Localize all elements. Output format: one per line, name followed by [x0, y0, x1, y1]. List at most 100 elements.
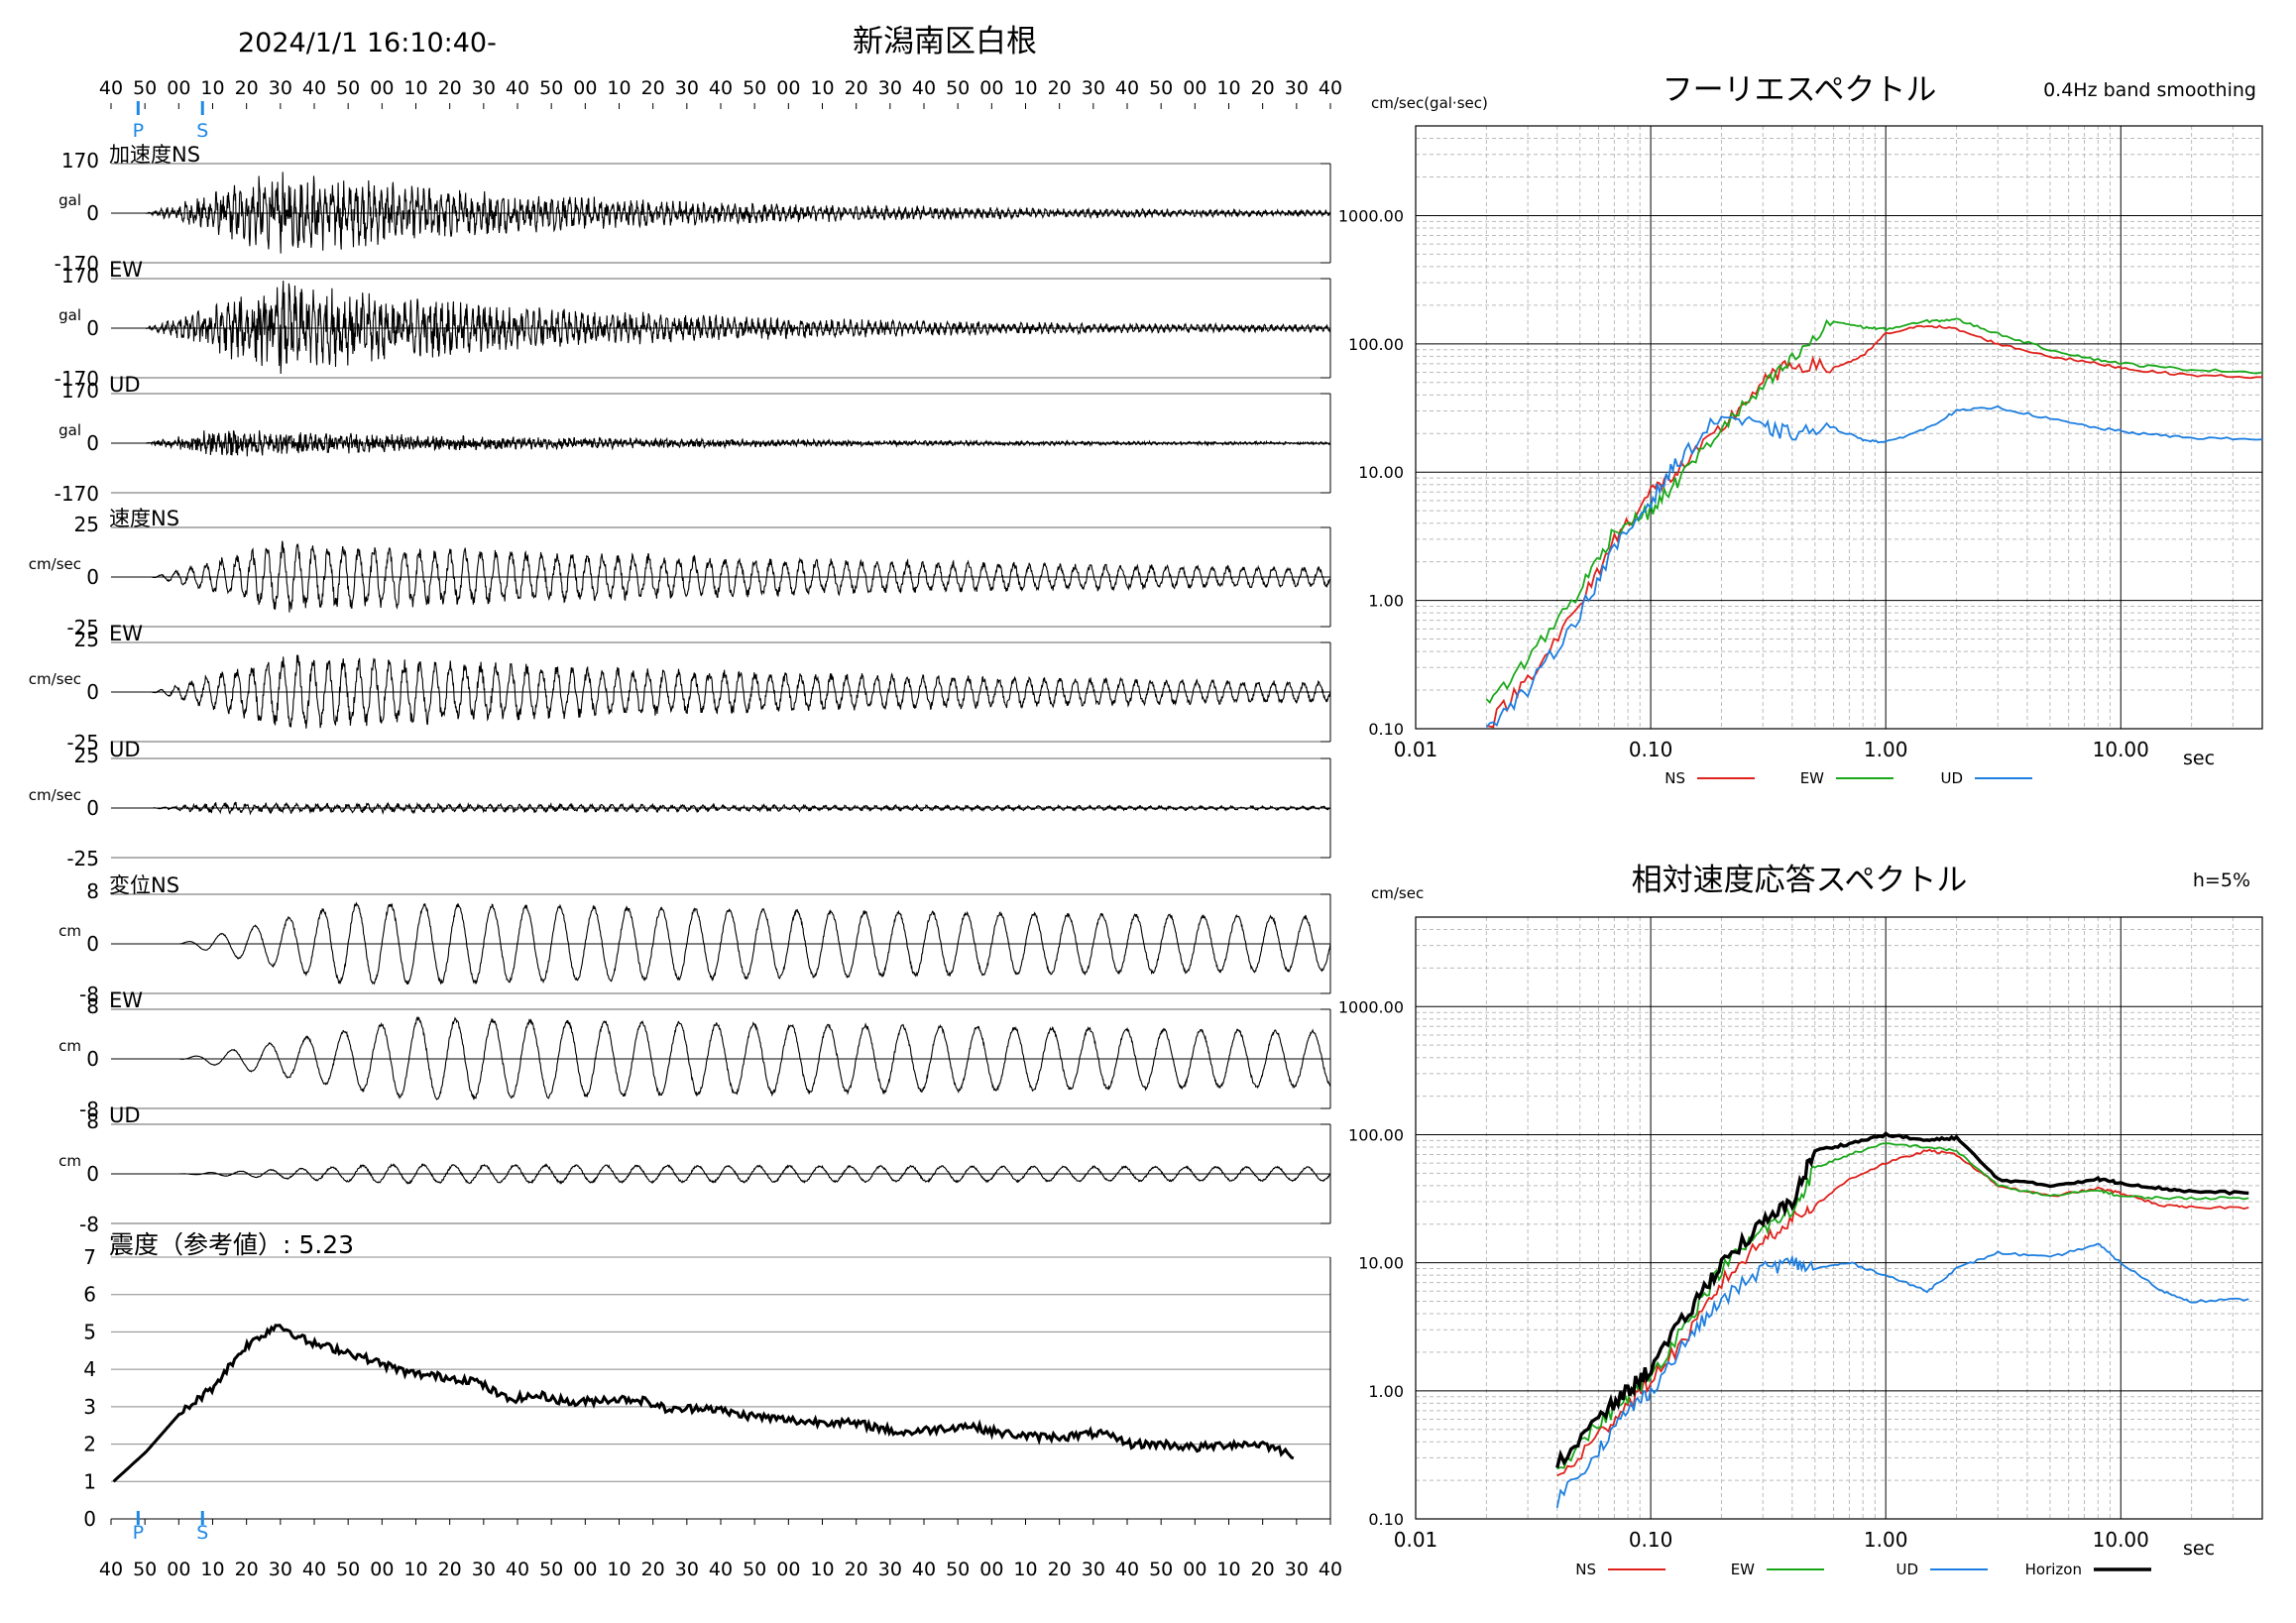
y-tick-label: 10.00	[1358, 463, 1404, 482]
y-tick-label: 1000.00	[1338, 997, 1404, 1016]
intensity-title: 震度（参考値）: 5.23	[109, 1230, 354, 1259]
time-tick-label: 40	[1115, 1559, 1139, 1580]
waveform-panel: 170 0 -170 gal UD	[55, 373, 1331, 506]
waveform-title: UD	[109, 738, 141, 761]
time-tick-label: 30	[472, 77, 496, 99]
waveform-panel: 170 0 -170 gal 加速度NS	[55, 143, 1331, 276]
y-max-label: 25	[74, 744, 99, 767]
spectrum-subtitle: h=5%	[2193, 869, 2250, 891]
waveform-trace	[111, 172, 1331, 254]
y-max-label: 170	[61, 379, 99, 403]
waveform-title: EW	[109, 988, 143, 1012]
time-tick-label: 20	[438, 77, 462, 99]
y-tick-label: 0.10	[1368, 1510, 1404, 1529]
time-tick-label: 10	[200, 1559, 224, 1580]
intensity-y-label: 4	[83, 1357, 96, 1381]
time-tick-label: 10	[200, 77, 224, 99]
waveform-panel: 8 0 -8 cm UD	[58, 1103, 1331, 1236]
time-tick-label: 50	[1149, 1559, 1173, 1580]
x-axis-label: sec	[2183, 748, 2215, 769]
y-zero-label: 0	[86, 1047, 99, 1071]
time-tick-label: 50	[743, 1559, 766, 1580]
time-tick-label: 40	[709, 77, 733, 99]
time-tick-label: 00	[573, 77, 597, 99]
time-tick-label: 40	[506, 1559, 529, 1580]
time-tick-label: 50	[946, 77, 970, 99]
x-tick-label: 10.00	[2093, 738, 2149, 761]
spectrum-chart: 0.01 0.10 1.00 10.000.101.0010.00100.001000…	[1338, 72, 2263, 787]
y-min-label: -170	[55, 482, 99, 506]
time-tick-label: 30	[675, 1559, 699, 1580]
time-tick-label: 40	[302, 77, 326, 99]
waveform-trace	[111, 1162, 1331, 1185]
time-tick-label: 30	[472, 1559, 496, 1580]
y-max-label: 8	[86, 1109, 99, 1133]
intensity-y-label: 1	[83, 1469, 96, 1493]
unit-label: cm/sec	[29, 786, 81, 804]
time-tick-label: 00	[776, 77, 800, 99]
y-axis-label: cm/sec	[1371, 884, 1424, 902]
time-tick-label: 40	[302, 1559, 326, 1580]
y-max-label: 170	[61, 264, 99, 288]
waveform-panel: 8 0 -8 cm EW	[58, 988, 1331, 1121]
y-max-label: 25	[74, 513, 99, 536]
waveform-panel: 170 0 -170 gal EW	[55, 258, 1331, 391]
intensity-y-label: 0	[83, 1507, 96, 1531]
time-tick-label: 40	[99, 1559, 123, 1580]
waveform-trace	[111, 801, 1331, 816]
y-tick-label: 1000.00	[1338, 206, 1404, 225]
time-tick-label: 20	[235, 77, 259, 99]
time-tick-label: 20	[845, 77, 868, 99]
header-datetime: 2024/1/1 16:10:40-	[238, 28, 497, 58]
y-max-label: 8	[86, 879, 99, 903]
x-tick-label: 10.00	[2093, 1528, 2149, 1552]
y-min-label: -25	[66, 731, 99, 754]
time-tick-label: 20	[1048, 77, 1072, 99]
intensity-panel: 震度（参考値）: 5.23 0 1 2 3 4 5 6 7 40 50 00 10 20 30 40 50 00 1…	[83, 1230, 1342, 1580]
x-tick-label: 1.00	[1864, 1528, 1908, 1552]
waveform-title: 加速度NS	[109, 143, 200, 167]
waveform-title: UD	[109, 373, 141, 397]
x-tick-label: 0.01	[1394, 1528, 1438, 1552]
series-ud-line	[1555, 1242, 2249, 1508]
waveforms-panel: 40 50 00 10 20 30 40 50 00 10 20 30 40 50 00 10 20 30 40 50…	[29, 77, 1342, 1236]
y-max-label: 8	[86, 994, 99, 1018]
legend-label: EW	[1731, 1561, 1755, 1578]
time-tick-label: 00	[979, 77, 1003, 99]
waveform-panel: 25 0 -25 cm/sec EW	[29, 622, 1331, 754]
time-tick-label: 20	[1251, 1559, 1275, 1580]
waveform-trace	[111, 540, 1331, 613]
y-min-label: -25	[66, 616, 99, 639]
time-tick-label: 30	[1285, 77, 1309, 99]
time-tick-label: 10	[403, 77, 427, 99]
y-tick-label: 100.00	[1348, 335, 1404, 354]
series-horizon-line	[1555, 1130, 2249, 1468]
intensity-y-label: 7	[83, 1245, 96, 1269]
time-tick-label: 10	[810, 77, 834, 99]
series-ns-line	[1556, 1148, 2249, 1477]
time-tick-label: 50	[336, 1559, 360, 1580]
time-tick-label: 00	[573, 1559, 597, 1580]
time-tick-label: 40	[1319, 77, 1342, 99]
y-min-label: -8	[79, 1213, 99, 1236]
unit-label: gal	[58, 421, 81, 439]
y-tick-label: 10.00	[1358, 1254, 1404, 1273]
y-zero-label: 0	[86, 796, 99, 820]
y-tick-label: 1.00	[1368, 592, 1404, 611]
x-tick-label: 0.01	[1394, 738, 1438, 761]
y-min-label: -170	[55, 367, 99, 391]
intensity-line	[112, 1324, 1295, 1483]
time-tick-label: 00	[776, 1559, 800, 1580]
time-tick-label: 20	[641, 77, 665, 99]
y-zero-label: 0	[86, 431, 99, 455]
unit-label: cm/sec	[29, 555, 81, 573]
time-tick-label: 10	[810, 1559, 834, 1580]
time-tick-label: 20	[438, 1559, 462, 1580]
series-ns-line	[1486, 324, 2263, 729]
waveform-trace	[111, 281, 1331, 375]
time-tick-label: 20	[641, 1559, 665, 1580]
time-tick-label: 30	[878, 1559, 902, 1580]
y-min-label: -8	[79, 983, 99, 1006]
y-tick-label: 100.00	[1348, 1125, 1404, 1144]
